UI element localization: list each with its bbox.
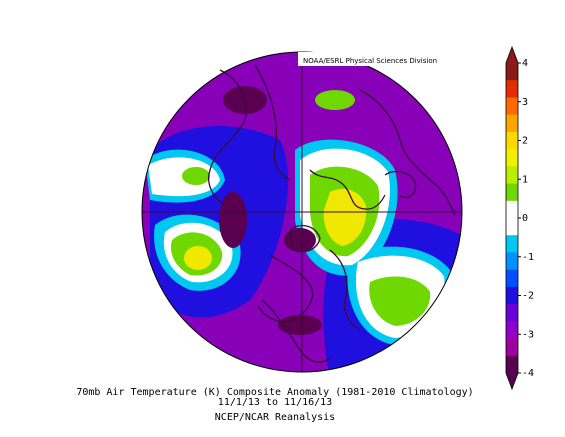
colorbar-tick-label: 4: [522, 58, 528, 69]
colorbar-tick-label: 1: [522, 174, 528, 185]
colorbar-segment: [506, 149, 518, 167]
green-region-top: [315, 90, 355, 110]
colorbar-segment: [506, 235, 518, 253]
credit-box: [298, 52, 462, 66]
colorbar-segment: [506, 338, 518, 357]
colorbar-segment: [506, 114, 518, 133]
green-region-se: [369, 276, 431, 326]
colorbar-tick-label: 2: [522, 136, 528, 147]
colorbar: 4 3 2 1 0 -1 -2 -3 -4: [505, 45, 534, 391]
colorbar-segment: [506, 166, 518, 184]
deep-purple-region-1: [219, 192, 247, 248]
caption-line-3: NCEP/NCAR Reanalysis: [214, 412, 336, 423]
colorbar-segment: [506, 183, 518, 202]
credit-text: NOAA/ESRL Physical Sciences Division: [303, 57, 437, 65]
colorbar-segment: [506, 63, 518, 81]
colorbar-segment: [506, 200, 518, 219]
colorbar-segment: [506, 97, 518, 115]
colorbar-segment: [506, 286, 518, 305]
colorbar-tick-label: -3: [522, 329, 534, 340]
colorbar-tick-label: 3: [522, 97, 528, 108]
yellow-region-sw: [184, 246, 212, 270]
yellow-region-n: [323, 188, 367, 246]
green-region-west: [182, 167, 210, 185]
colorbar-segment: [506, 218, 518, 236]
colorbar-arrow-bottom: [506, 373, 518, 389]
colorbar-tick-label: -4: [522, 368, 534, 379]
colorbar-segment: [506, 131, 518, 150]
anomaly-field: [142, 52, 462, 372]
deep-purple-region-4: [284, 228, 316, 252]
deep-purple-region-3: [278, 315, 322, 335]
colorbar-tick-label: -1: [522, 252, 534, 263]
colorbar-segment: [506, 304, 518, 322]
colorbar-segment: [506, 355, 518, 374]
colorbar-segment: [506, 321, 518, 339]
caption-line-2: 11/1/13 to 11/16/13: [217, 397, 333, 408]
coastlines: [208, 64, 456, 363]
colorbar-segment: [506, 80, 518, 98]
colorbar-tick-label: -2: [522, 291, 534, 302]
caption-line-1: 70mb Air Temperature (K) Composite Anoma…: [76, 387, 474, 398]
colorbar-arrow-top: [506, 47, 518, 63]
colorbar-segment: [506, 269, 518, 288]
colorbar-tick-label: 0: [522, 213, 528, 224]
colorbar-segment: [506, 252, 518, 270]
